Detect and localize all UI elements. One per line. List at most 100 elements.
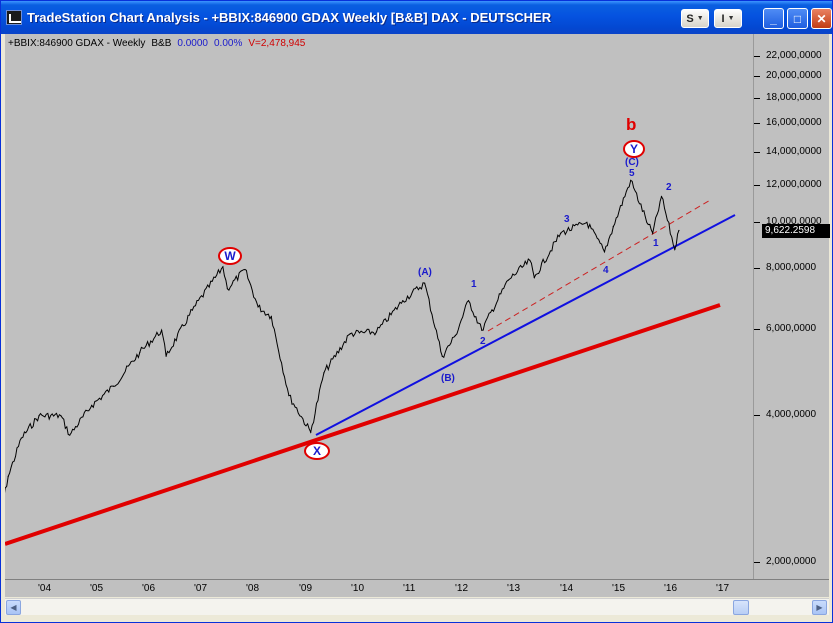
price-label: 14,000,0000 bbox=[766, 146, 822, 157]
chevron-down-icon: ▼ bbox=[696, 15, 704, 22]
wave-x-marker[interactable]: X bbox=[304, 442, 330, 460]
price-point bbox=[112, 385, 115, 387]
price-tick bbox=[754, 562, 760, 563]
date-label: '15 bbox=[612, 583, 626, 594]
price-tick bbox=[754, 98, 760, 99]
price-point bbox=[91, 404, 93, 406]
price-point bbox=[560, 232, 562, 234]
tradestation-app-icon[interactable] bbox=[6, 10, 22, 25]
date-label: '08 bbox=[246, 583, 260, 594]
price-label: 16,000,0000 bbox=[766, 117, 822, 128]
price-point bbox=[139, 351, 141, 353]
net-change: 0.0000 bbox=[177, 38, 208, 49]
scroll-right-icon[interactable]: ▶ bbox=[812, 600, 827, 615]
price-point bbox=[375, 331, 378, 333]
price-point bbox=[226, 288, 228, 290]
horizontal-scrollbar[interactable]: ◀ ▶ bbox=[5, 598, 829, 615]
price-point bbox=[674, 248, 676, 250]
info-menu-label: I bbox=[721, 12, 725, 25]
price-point bbox=[38, 415, 40, 417]
wave-2-label: 2 bbox=[480, 336, 486, 347]
date-axis[interactable]: '04 '05 '06 '07 '08 '09 '10 '11 '12 '13 … bbox=[5, 579, 829, 597]
price-point bbox=[533, 276, 535, 279]
price-point bbox=[222, 266, 224, 268]
price-label: 12,000,0000 bbox=[766, 179, 822, 190]
price-label: 2,000,0000 bbox=[766, 556, 817, 567]
price-tick bbox=[754, 152, 760, 153]
wave-y-marker[interactable]: Y bbox=[623, 140, 645, 158]
price-point bbox=[7, 475, 9, 477]
price-point bbox=[244, 268, 246, 271]
blue-support-line[interactable] bbox=[315, 214, 736, 436]
date-label: '05 bbox=[90, 583, 104, 594]
date-label: '16 bbox=[664, 583, 678, 594]
minor-wave-2-label: 2 bbox=[666, 182, 672, 193]
price-point bbox=[678, 229, 680, 232]
price-label: 10,000,0000 bbox=[766, 216, 822, 227]
minimize-button[interactable]: _ bbox=[763, 8, 784, 29]
wave-1-label: 1 bbox=[471, 279, 477, 290]
price-label: 20,000,0000 bbox=[766, 70, 822, 81]
price-point bbox=[441, 355, 443, 357]
scroll-left-icon[interactable]: ◀ bbox=[6, 600, 21, 615]
long-term-support-line[interactable] bbox=[5, 303, 721, 546]
price-chart[interactable] bbox=[5, 34, 753, 579]
maximize-icon: □ bbox=[793, 11, 802, 26]
close-icon: ✕ bbox=[816, 11, 827, 26]
price-point bbox=[402, 300, 404, 302]
dashed-channel-line[interactable] bbox=[487, 198, 713, 332]
price-point bbox=[630, 179, 632, 181]
wave-w-label: W bbox=[224, 249, 236, 263]
price-point bbox=[612, 226, 614, 228]
wave-b-label: b bbox=[626, 115, 637, 134]
date-label: '14 bbox=[560, 583, 574, 594]
symbol-name: +BBIX:846900 GDAX - Weekly bbox=[8, 38, 146, 49]
price-tick bbox=[754, 56, 760, 57]
scrollbar-thumb[interactable] bbox=[733, 600, 749, 615]
price-series-path bbox=[5, 179, 680, 494]
price-point bbox=[529, 259, 531, 261]
symbol-menu-button[interactable]: S ▼ bbox=[681, 9, 709, 28]
date-label: '10 bbox=[351, 583, 365, 594]
minimize-icon: _ bbox=[770, 11, 777, 26]
price-point bbox=[424, 282, 426, 284]
date-label: '17 bbox=[716, 583, 730, 594]
price-axis[interactable]: 22,000,0000 20,000,0000 18,000,0000 16,0… bbox=[753, 34, 830, 579]
date-label: '11 bbox=[403, 583, 416, 594]
price-tick bbox=[754, 76, 760, 77]
price-point bbox=[586, 221, 588, 223]
window-title: TradeStation Chart Analysis - +BBIX:8469… bbox=[27, 10, 552, 25]
info-menu-button[interactable]: I ▼ bbox=[714, 9, 742, 28]
close-button[interactable]: ✕ bbox=[811, 8, 832, 29]
price-label: 4,000,0000 bbox=[766, 409, 817, 420]
date-label: '12 bbox=[455, 583, 469, 594]
wave-4-label: 4 bbox=[603, 265, 609, 276]
price-label: 18,000,0000 bbox=[766, 92, 822, 103]
price-point bbox=[647, 223, 649, 226]
bar-style: B&B bbox=[151, 38, 172, 49]
last-price-marker: 9,622.2598 bbox=[762, 224, 830, 238]
price-tick bbox=[754, 329, 760, 330]
price-line bbox=[5, 179, 680, 494]
chart-plot-area[interactable]: +BBIX:846900 GDAX - Weekly B&B 0.0000 0.00%… bbox=[5, 34, 753, 579]
wave-w-marker[interactable]: W bbox=[218, 247, 242, 265]
price-point bbox=[660, 196, 663, 198]
price-point bbox=[191, 309, 193, 311]
volume-readout: V=2,478,945 bbox=[248, 38, 306, 49]
price-point bbox=[349, 333, 351, 335]
price-point bbox=[60, 415, 62, 417]
wave-3-label: 3 bbox=[564, 214, 570, 225]
price-tick bbox=[754, 123, 760, 124]
wave-y-label: Y bbox=[629, 142, 638, 156]
price-point bbox=[69, 434, 71, 436]
symbol-info-line: +BBIX:846900 GDAX - Weekly B&B 0.0000 0.00%… bbox=[8, 38, 311, 49]
wave-a-label: (A) bbox=[418, 267, 432, 278]
price-point bbox=[310, 431, 312, 433]
price-point bbox=[20, 437, 22, 439]
price-point bbox=[270, 316, 272, 318]
minor-wave-1-label: 1 bbox=[653, 238, 659, 249]
price-point bbox=[165, 355, 167, 357]
maximize-button[interactable]: □ bbox=[787, 8, 808, 29]
title-bar[interactable]: TradeStation Chart Analysis - +BBIX:8469… bbox=[1, 1, 832, 34]
price-label: 22,000,0000 bbox=[766, 50, 822, 61]
